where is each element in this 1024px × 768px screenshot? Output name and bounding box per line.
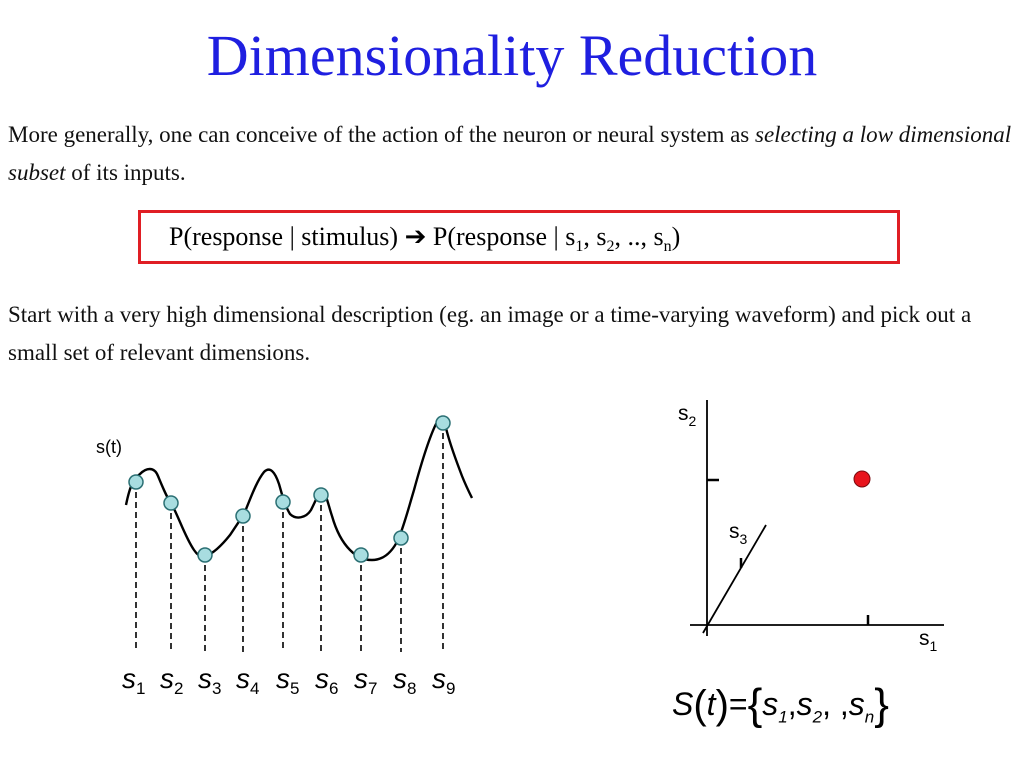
eq-comma-3: ,: [831, 686, 849, 722]
eq-equals: =: [728, 686, 748, 722]
formula-right: P(response | s: [432, 222, 576, 251]
intro-text-end: of its inputs.: [65, 160, 186, 185]
arrow-icon: ➔: [404, 222, 427, 251]
formula-sub-1: 1: [575, 238, 584, 256]
sample-marker-9: [435, 415, 451, 431]
sample-marker-2: [163, 495, 179, 511]
eq-s1: s: [762, 686, 779, 722]
axis-s3: [702, 524, 767, 634]
sample-marker-6: [313, 487, 329, 503]
sample-label-7: s7: [354, 663, 377, 698]
description-paragraph: Start with a very high dimensional descr…: [8, 302, 972, 365]
eq-paren-open: (: [693, 683, 707, 727]
slide-title: Dimensionality Reduction: [206, 23, 818, 88]
eq-sub-2: 2: [812, 707, 823, 727]
sample-marker-5: [275, 494, 291, 510]
eq-sub-n: n: [864, 707, 875, 727]
vector-equation: S(t)={s1,s2, ,sn}: [672, 680, 889, 730]
eq-brace-open: {: [747, 680, 763, 729]
sample-label-2: s2: [160, 663, 183, 698]
sample-markers: [128, 415, 451, 563]
eq-paren-close: ): [715, 683, 729, 727]
formula-left: P(response | stimulus): [169, 222, 399, 251]
intro-emphasis: selecting a low dimensional subset: [8, 122, 1012, 185]
eq-sn: s: [848, 686, 865, 722]
intro-text: More generally, one can conceive of the …: [8, 122, 755, 147]
data-point: [853, 470, 871, 488]
sample-label-6: s6: [315, 663, 338, 698]
sample-marker-8: [393, 530, 409, 546]
eq-s2: s: [796, 686, 813, 722]
formula-close: ): [671, 222, 681, 251]
axis-label-s2: s2: [678, 402, 697, 429]
sample-label-9: s9: [432, 663, 455, 698]
sample-label-5: s5: [276, 663, 299, 698]
eq-arg: t: [706, 686, 716, 722]
eq-comma-2: ,: [822, 686, 831, 722]
eq-sub-1: 1: [778, 707, 788, 727]
waveform-curve: [124, 418, 474, 562]
sample-label-1: s1: [122, 663, 145, 698]
sample-labels: s1 s2 s3 s4 s5 s6 s7 s8 s9: [122, 663, 455, 698]
formula-sep-1: , s: [583, 222, 607, 251]
eq-lhs: S: [672, 686, 694, 722]
waveform-label: s(t): [96, 437, 122, 457]
formula-box: P(response | stimulus) ➔ P(response | s1…: [138, 210, 900, 264]
sample-label-3: s3: [198, 663, 221, 698]
formula-sub-2: 2: [606, 238, 615, 256]
sample-label-8: s8: [393, 663, 416, 698]
sample-marker-1: [128, 474, 144, 490]
sample-marker-3: [197, 547, 213, 563]
sample-label-4: s4: [236, 663, 259, 698]
sample-marker-4: [235, 508, 251, 524]
axis-label-s3: s3: [729, 520, 748, 547]
eq-comma-1: ,: [787, 686, 797, 722]
sample-droplines: [135, 423, 444, 652]
formula-sep-2: , .., s: [614, 222, 664, 251]
eq-brace-close: }: [874, 680, 889, 729]
sample-marker-7: [353, 547, 369, 563]
intro-paragraph: More generally, one can conceive of the …: [8, 116, 1018, 192]
formula-sub-n: n: [663, 238, 672, 256]
axis-label-s1: s1: [919, 627, 938, 654]
